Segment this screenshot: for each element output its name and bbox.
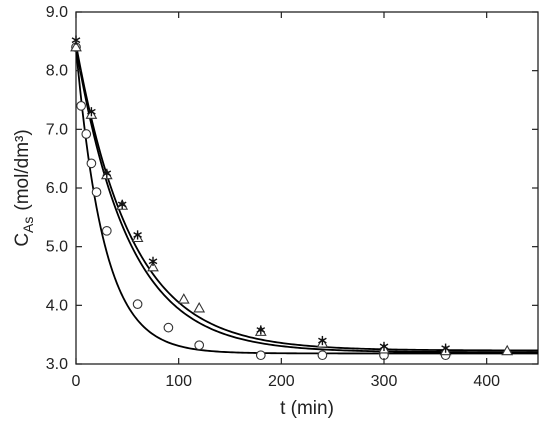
y-tick-label: 7.0 (46, 121, 68, 138)
fit-curves (75, 44, 538, 355)
fit-curve-2 (75, 47, 538, 354)
y-axis-title: CAs (mol/dm³) (12, 129, 36, 246)
y-tick-label: 5.0 (46, 239, 68, 256)
x-tick-label: 100 (165, 373, 192, 390)
asterisk-stroke (256, 327, 266, 333)
x-tick-label: 200 (268, 373, 295, 390)
circle-marker (101, 225, 112, 236)
circle-marker (86, 158, 97, 169)
y-tick-label: 3.0 (46, 356, 68, 373)
asterisk-stroke (379, 343, 389, 350)
circle-marker (132, 299, 143, 310)
asterisk-stroke (117, 201, 127, 208)
x-tick-label: 0 (72, 373, 81, 390)
asterisk-marker (441, 343, 450, 353)
y-axis-label: CAs (mol/dm³) (12, 129, 36, 246)
triangle-marker (177, 293, 190, 304)
asterisk-stroke (318, 337, 327, 344)
axis-ticks: 0 100 200 300 400 3.0 4.0 5.0 6.0 7.0 8.0 9.0 (46, 4, 538, 390)
fit-curve-1 (75, 47, 538, 355)
y-tick-label: 4.0 (46, 297, 68, 314)
asterisk-marker (133, 230, 142, 240)
triangle-marker (70, 40, 82, 52)
asterisk-marker (256, 325, 266, 335)
y-tick-label: 6.0 (46, 180, 68, 197)
x-axis-title: t (min) (280, 398, 334, 419)
asterisk-stroke (148, 258, 158, 265)
asterisk-stroke (87, 108, 96, 115)
y-axis-label-sub: As (20, 217, 36, 233)
x-tick-label: 300 (371, 373, 398, 390)
circle-marker (317, 350, 328, 361)
asterisk-marker (318, 335, 327, 346)
y-axis-label-unit: (mol/dm³) (12, 129, 33, 210)
asterisk-marker (102, 168, 112, 178)
asterisk-stroke (71, 37, 81, 44)
asterisk-stroke (102, 170, 112, 177)
y-tick-label: 9.0 (46, 4, 68, 21)
triangle-marker (147, 260, 159, 272)
asterisk-marker (87, 107, 96, 117)
plot-area: 0 100 200 300 400 3.0 4.0 5.0 6.0 7.0 8.0 9.0 (46, 4, 539, 390)
y-axis-label-main: C (12, 233, 33, 247)
x-tick-label: 400 (473, 373, 500, 390)
asterisk-stroke (441, 345, 450, 352)
triangle-marker (501, 344, 514, 356)
asterisk-marker (379, 341, 389, 351)
circle-marker (255, 350, 266, 361)
circle-marker (91, 187, 102, 197)
axes-frame (75, 11, 539, 365)
asterisk-marker (117, 199, 127, 210)
circle-marker (194, 340, 205, 351)
triangle-marker (193, 301, 206, 313)
fit-curve-3 (75, 44, 538, 352)
asterisk-stroke (133, 232, 142, 238)
asterisk-marker (148, 256, 158, 266)
circle-marker (163, 322, 174, 333)
circle-marker (81, 129, 92, 139)
circle-marker (76, 101, 86, 111)
y-tick-label: 8.0 (46, 63, 68, 80)
x-axis-label: t (min) (280, 398, 334, 419)
data-markers (70, 35, 514, 361)
asterisk-marker (71, 35, 81, 45)
